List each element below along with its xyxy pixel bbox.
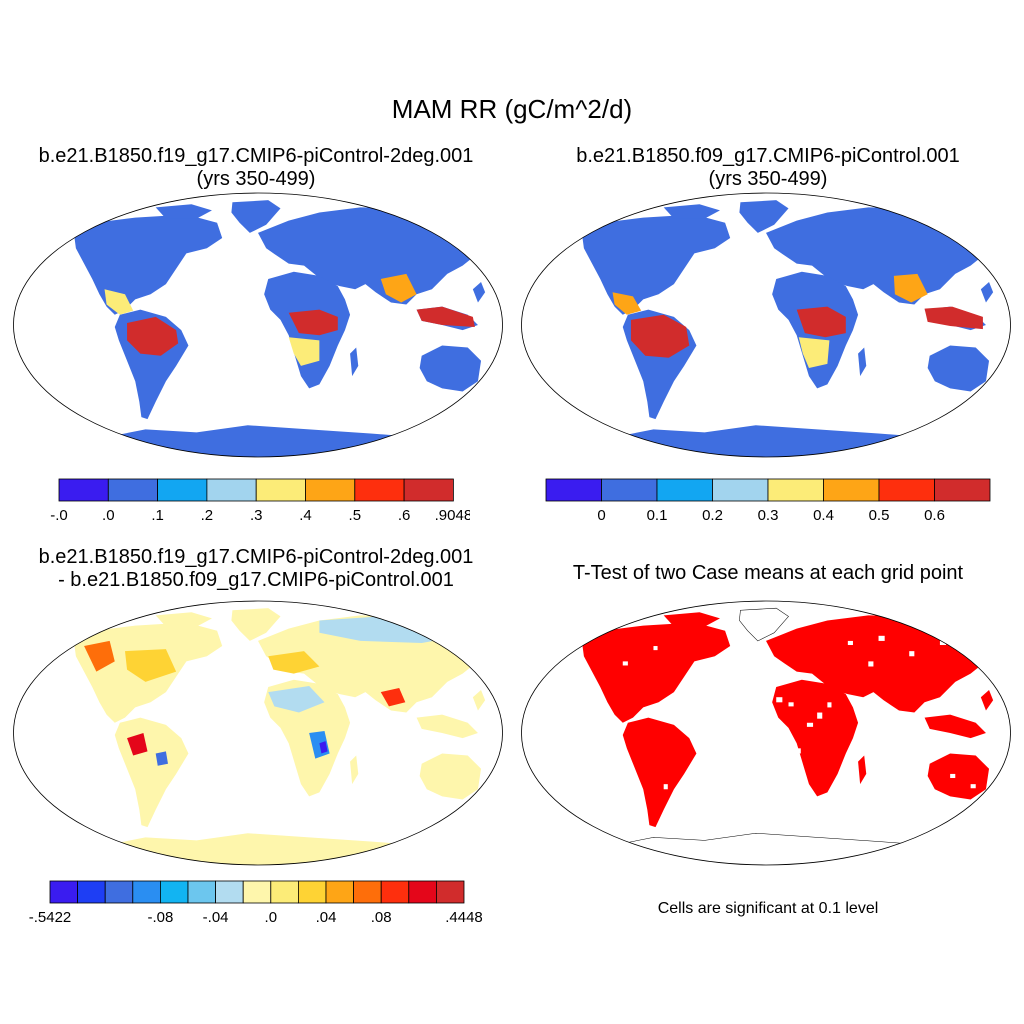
case2-colorbar-label-3: 0.3 xyxy=(758,507,779,524)
diff-colorbar-box-3 xyxy=(132,880,161,904)
panel3-title: b.e21.B1850.f19_g17.CMIP6-piControl-2deg… xyxy=(0,546,512,592)
case1-colorbar-box-7 xyxy=(403,478,454,502)
diff-colorbar-box-0 xyxy=(49,880,79,904)
case2-colorbar-box-5 xyxy=(823,478,880,502)
case2-colorbar-label-6: 0.6 xyxy=(924,507,945,524)
panel1-title-line2: (yrs 350-499) xyxy=(196,168,316,190)
case1-colorbar-label-5: .4 xyxy=(299,507,312,524)
diff-colorbar-box-8 xyxy=(270,880,299,904)
diff-colorbar-box-5 xyxy=(187,880,217,904)
panel4-map xyxy=(521,600,1011,866)
diff-colorbar-box-4 xyxy=(159,880,189,904)
diff-colorbar-box-7 xyxy=(242,880,272,904)
diff-colorbar-box-2 xyxy=(104,880,134,904)
case1-colorbar-box-1 xyxy=(107,478,159,502)
diff-colorbar-box-13 xyxy=(408,880,437,904)
panel3-title-line1: b.e21.B1850.f19_g17.CMIP6-piControl-2deg… xyxy=(38,546,474,568)
diff-colorbar-label-2: -.04 xyxy=(203,909,229,926)
diff-colorbar-box-14 xyxy=(435,880,465,904)
case1-colorbar-box-3 xyxy=(206,478,257,502)
panel2-title: b.e21.B1850.f09_g17.CMIP6-piControl.001 … xyxy=(512,145,1024,191)
case1-colorbar-box-2 xyxy=(157,478,208,502)
diff-colorbar-box-1 xyxy=(77,880,106,904)
significance-note: Cells are significant at 0.1 level xyxy=(657,900,879,917)
panel1-title: b.e21.B1850.f19_g17.CMIP6-piControl-2deg… xyxy=(0,145,512,191)
case2-colorbar-box-4 xyxy=(767,478,824,502)
diff-colorbar-box-12 xyxy=(380,880,410,904)
case1-colorbar-label-2: .1 xyxy=(151,507,164,524)
case1-colorbar-box-4 xyxy=(255,478,306,502)
panel1-tropical-high xyxy=(104,273,475,366)
panel4-title: T-Test of two Case means at each grid po… xyxy=(572,562,964,584)
panel3-title-line2: - b.e21.B1850.f09_g17.CMIP6-piControl.00… xyxy=(58,569,454,591)
case2-colorbar-label-2: 0.2 xyxy=(702,507,723,524)
panel2-title-line1: b.e21.B1850.f09_g17.CMIP6-piControl.001 xyxy=(576,145,960,167)
case1-colorbar-label-7: .6 xyxy=(398,507,411,524)
case2-colorbar-label-0: 0 xyxy=(597,507,605,524)
diff-colorbar-box-10 xyxy=(325,880,355,904)
panel1-colorbar: -.0 .0 .1 .2 .3 .4 .5 .6 .9048 xyxy=(50,478,470,524)
diff-colorbar-box-9 xyxy=(297,880,327,904)
panel3-colorbar: -.5422 -.08 -.04 .0 .04 .08 .4448 xyxy=(29,880,483,926)
panel4-nonsignificant-cells xyxy=(622,635,976,790)
panel2-title-line2: (yrs 350-499) xyxy=(708,168,828,190)
case2-colorbar-label-5: 0.5 xyxy=(869,507,890,524)
case2-colorbar-label-1: 0.1 xyxy=(647,507,668,524)
diff-colorbar-label-1: -.08 xyxy=(147,909,173,926)
panel2-map xyxy=(521,192,1011,458)
figure-title: MAM RR (gC/m^2/d) xyxy=(391,94,633,124)
case2-colorbar-box-3 xyxy=(712,478,769,502)
case1-colorbar-box-6 xyxy=(354,478,405,502)
case1-colorbar-box-0 xyxy=(58,478,109,502)
diff-colorbar-label-0: -.5422 xyxy=(29,909,72,926)
case2-colorbar-box-7 xyxy=(934,478,991,502)
case1-colorbar-label-3: .2 xyxy=(201,507,214,524)
case2-colorbar-box-2 xyxy=(656,478,713,502)
panel2-tropical-high xyxy=(612,273,983,368)
case1-colorbar-label-1: .0 xyxy=(102,507,115,524)
case1-colorbar-box-5 xyxy=(305,478,356,502)
case1-colorbar-label-6: .5 xyxy=(349,507,362,524)
diff-colorbar-box-6 xyxy=(215,880,244,904)
panel1-title-line1: b.e21.B1850.f19_g17.CMIP6-piControl-2deg… xyxy=(38,145,474,167)
case1-colorbar-label-0: -.0 xyxy=(50,507,68,524)
diff-colorbar-label-6: .4448 xyxy=(445,909,483,926)
panel2-colorbar: 0 0.1 0.2 0.3 0.4 0.5 0.6 xyxy=(545,478,991,524)
diff-colorbar-label-4: .04 xyxy=(316,909,337,926)
case1-colorbar-label-8: .9048 xyxy=(435,507,470,524)
diff-colorbar-label-5: .08 xyxy=(371,909,392,926)
diff-colorbar-box-11 xyxy=(353,880,382,904)
panel1-map xyxy=(13,192,503,458)
case2-colorbar-box-1 xyxy=(601,478,658,502)
case2-colorbar-label-4: 0.4 xyxy=(813,507,834,524)
diff-colorbar-label-3: .0 xyxy=(265,909,278,926)
case2-colorbar-box-6 xyxy=(878,478,935,502)
panel3-map xyxy=(13,600,503,866)
case1-colorbar-label-4: .3 xyxy=(250,507,263,524)
case2-colorbar-box-0 xyxy=(545,478,602,502)
